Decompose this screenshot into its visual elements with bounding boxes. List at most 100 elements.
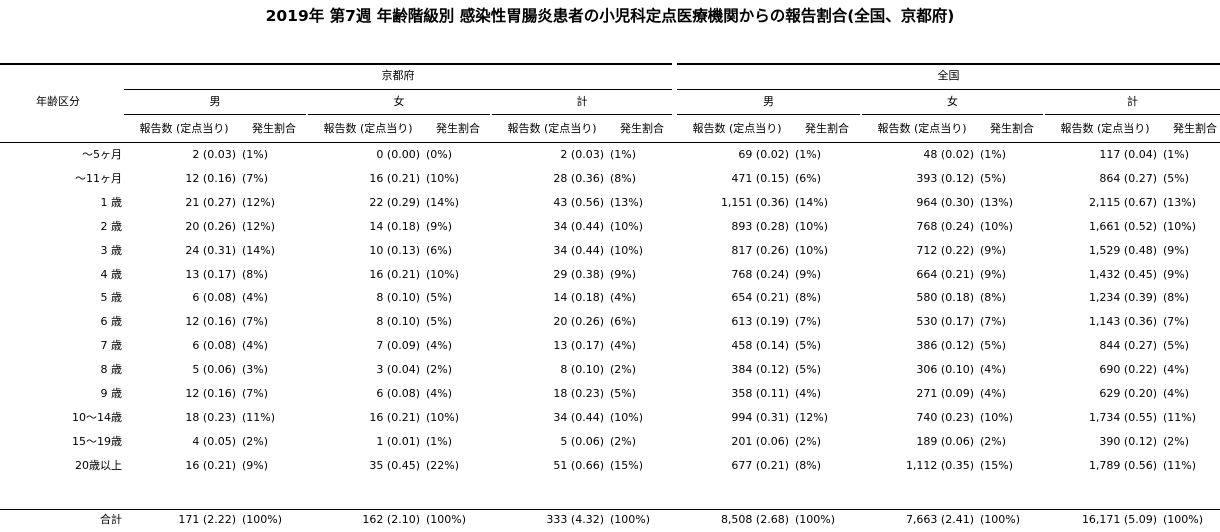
- report-count-cell: 768 (0.24): [731, 268, 789, 281]
- rate-cell: (8%): [242, 268, 269, 281]
- total-rule: [0, 509, 1220, 510]
- report-count-cell: 358 (0.11): [731, 387, 789, 400]
- age-group-label: ～5ヶ月: [82, 148, 122, 161]
- report-count-cell: 2 (0.03): [560, 148, 604, 161]
- age-group-label: 3 歳: [100, 244, 123, 257]
- report-count-cell: 16 (0.21): [369, 172, 420, 185]
- rate-cell: (11%): [1163, 459, 1197, 472]
- report-count-cell: 6 (0.08): [192, 339, 236, 352]
- rate-cell: (10%): [980, 411, 1014, 424]
- rate-cell: (13%): [610, 196, 644, 209]
- rate-cell: (2%): [610, 435, 637, 448]
- rate-cell: (3%): [242, 363, 269, 376]
- age-group-label: 合計: [100, 513, 122, 526]
- rate-cell: (5%): [610, 387, 637, 400]
- rate-cell: (2%): [610, 363, 637, 376]
- age-group-label: 20歳以上: [75, 459, 122, 472]
- report-count-cell: 8 (0.10): [376, 315, 420, 328]
- report-count-cell: 16,171 (5.09): [1081, 513, 1157, 526]
- rate-cell: (4%): [980, 363, 1007, 376]
- rate-cell: (100%): [1163, 513, 1204, 526]
- report-count-cell: 48 (0.02): [923, 148, 974, 161]
- report-count-cell: 471 (0.15): [731, 172, 789, 185]
- report-count-cell: 12 (0.16): [185, 387, 236, 400]
- rate-cell: (9%): [795, 268, 822, 281]
- rate-cell: (14%): [242, 244, 276, 257]
- rate-cell: (9%): [980, 268, 1007, 281]
- report-count-cell: 8 (0.10): [376, 291, 420, 304]
- page-title: 2019年 第7週 年齢階級別 感染性胃腸炎患者の小児科定点医療機関からの報告割…: [265, 7, 955, 25]
- rate-cell: (7%): [980, 315, 1007, 328]
- rate-cell: (10%): [610, 244, 644, 257]
- report-count-cell: 740 (0.23): [916, 411, 974, 424]
- report-count-cell: 1,734 (0.55): [1088, 411, 1157, 424]
- report-count-cell: 16 (0.21): [369, 268, 420, 281]
- report-count-cell: 1,529 (0.48): [1088, 244, 1157, 257]
- report-count-cell: 1,143 (0.36): [1088, 315, 1157, 328]
- report-count-cell: 34 (0.44): [553, 244, 604, 257]
- rate-cell: (9%): [610, 268, 637, 281]
- report-count-cell: 0 (0.00): [376, 148, 420, 161]
- rate-cell: (2%): [795, 435, 822, 448]
- sex-header-rule: [124, 114, 306, 115]
- rate-cell: (10%): [1163, 220, 1197, 233]
- rate-cell: (15%): [610, 459, 644, 472]
- rate-header: 発生割合: [436, 122, 480, 135]
- rate-cell: (6%): [795, 172, 822, 185]
- rate-cell: (5%): [426, 315, 453, 328]
- region-header-rule: [124, 89, 672, 90]
- rate-cell: (10%): [610, 411, 644, 424]
- report-count-cell: 162 (2.10): [362, 513, 420, 526]
- report-count-cell: 768 (0.24): [916, 220, 974, 233]
- report-count-cell: 2,115 (0.67): [1088, 196, 1157, 209]
- report-count-cell: 1 (0.01): [376, 435, 420, 448]
- report-count-cell: 35 (0.45): [369, 459, 420, 472]
- rate-cell: (2%): [1163, 435, 1190, 448]
- rate-cell: (12%): [242, 220, 276, 233]
- sex-header-male: 男: [209, 95, 221, 108]
- table-top-rule: [0, 63, 672, 65]
- rate-cell: (13%): [1163, 196, 1197, 209]
- age-group-label: 6 歳: [100, 315, 123, 328]
- report-count-header: 報告数 (定点当り): [507, 122, 597, 135]
- age-group-label: 5 歳: [100, 291, 123, 304]
- report-count-cell: 393 (0.12): [916, 172, 974, 185]
- rate-cell: (11%): [242, 411, 276, 424]
- report-count-cell: 1,112 (0.35): [905, 459, 974, 472]
- rate-cell: (12%): [242, 196, 276, 209]
- sex-header-rule: [492, 114, 672, 115]
- report-count-cell: 654 (0.21): [731, 291, 789, 304]
- rate-cell: (4%): [242, 291, 269, 304]
- rate-cell: (9%): [242, 459, 269, 472]
- report-count-cell: 817 (0.26): [731, 244, 789, 257]
- sex-header-total: 計: [1127, 95, 1138, 108]
- rate-cell: (10%): [426, 172, 460, 185]
- report-count-header: 報告数 (定点当り): [323, 122, 413, 135]
- report-count-cell: 964 (0.30): [916, 196, 974, 209]
- report-count-cell: 24 (0.31): [185, 244, 236, 257]
- rate-cell: (4%): [610, 339, 637, 352]
- age-group-label: 10～14歳: [72, 411, 122, 424]
- rate-header: 発生割合: [620, 122, 664, 135]
- report-count-header: 報告数 (定点当り): [139, 122, 229, 135]
- report-count-cell: 69 (0.02): [738, 148, 789, 161]
- age-group-label: 7 歳: [100, 339, 123, 352]
- report-count-cell: 629 (0.20): [1099, 387, 1157, 400]
- report-count-cell: 7,663 (2.41): [905, 513, 974, 526]
- sex-header-rule: [677, 114, 860, 115]
- report-count-cell: 333 (4.32): [546, 513, 604, 526]
- rate-cell: (9%): [1163, 268, 1190, 281]
- rate-cell: (1%): [980, 148, 1007, 161]
- rate-cell: (10%): [610, 220, 644, 233]
- rate-cell: (10%): [795, 220, 829, 233]
- rate-cell: (11%): [1163, 411, 1197, 424]
- report-count-cell: 580 (0.18): [916, 291, 974, 304]
- rate-cell: (10%): [980, 220, 1014, 233]
- rate-cell: (4%): [426, 339, 453, 352]
- age-group-label: 9 歳: [100, 387, 123, 400]
- report-count-cell: 21 (0.27): [185, 196, 236, 209]
- report-count-header: 報告数 (定点当り): [692, 122, 782, 135]
- rate-cell: (9%): [980, 244, 1007, 257]
- report-count-cell: 664 (0.21): [916, 268, 974, 281]
- rate-cell: (100%): [795, 513, 836, 526]
